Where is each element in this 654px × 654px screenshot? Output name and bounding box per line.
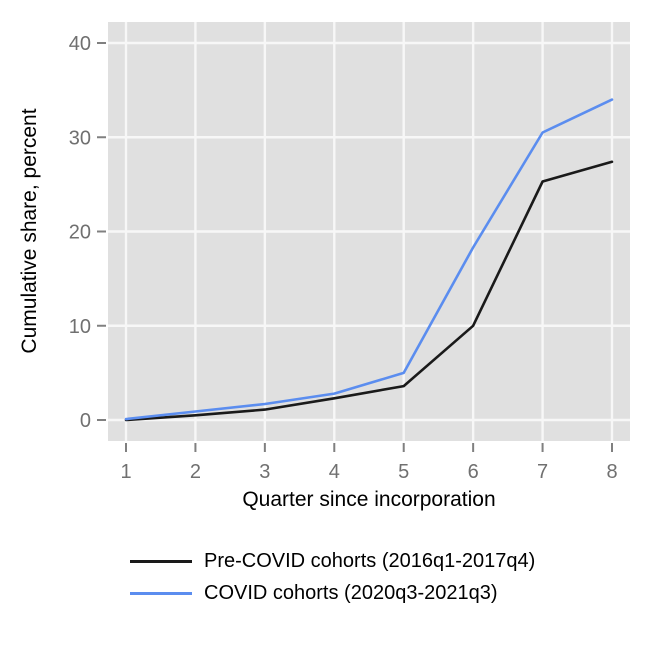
y-tick-label: 10	[69, 316, 91, 338]
legend-label-pre-covid: Pre-COVID cohorts (2016q1-2017q4)	[204, 549, 536, 572]
x-tick-label: 5	[398, 461, 409, 483]
x-tick-label: 1	[120, 461, 131, 483]
legend-item-covid: COVID cohorts (2020q3-2021q3)	[130, 580, 535, 606]
x-axis-title: Quarter since incorporation	[242, 488, 496, 511]
legend-line-swatch-covid	[130, 591, 192, 595]
series-line-covid	[124, 98, 614, 421]
y-tick-label: 20	[69, 222, 91, 244]
x-tick-label: 4	[329, 461, 340, 483]
y-tick-label: 0	[80, 410, 91, 432]
legend-line-swatch-pre-covid	[130, 559, 192, 563]
legend-item-pre-covid: Pre-COVID cohorts (2016q1-2017q4)	[130, 548, 535, 574]
legend: Pre-COVID cohorts (2016q1-2017q4) COVID …	[130, 548, 535, 606]
series-line-pre-covid	[124, 160, 614, 422]
y-tick-label: 40	[69, 33, 91, 55]
x-tick-label: 3	[259, 461, 270, 483]
y-tick-label: 30	[69, 127, 91, 149]
legend-label-covid: COVID cohorts (2020q3-2021q3)	[204, 581, 498, 604]
x-tick-label: 2	[190, 461, 201, 483]
x-tick-label: 6	[468, 461, 479, 483]
y-axis-title: Cumulative share, percent	[18, 108, 41, 354]
x-tick-label: 8	[606, 461, 617, 483]
x-tick-label: 7	[537, 461, 548, 483]
